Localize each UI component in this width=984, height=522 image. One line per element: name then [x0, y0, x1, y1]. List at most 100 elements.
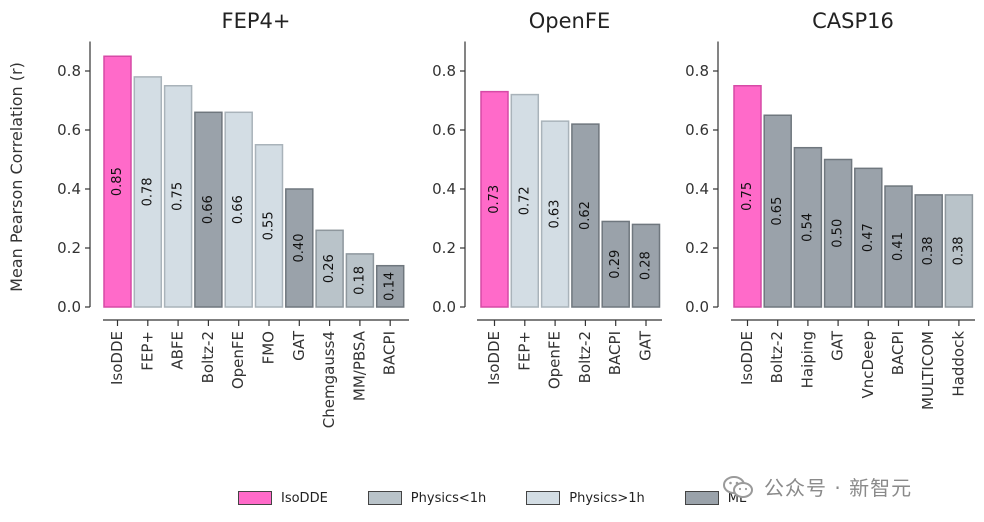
- bar-gat: [285, 188, 314, 308]
- x-tick-label: GAT: [290, 330, 308, 361]
- x-tick-label: IsoDDE: [485, 331, 503, 385]
- data-label: 0.75: [740, 182, 755, 211]
- bar-openfe: [224, 111, 253, 308]
- bar-boltz-2: [763, 114, 792, 308]
- bar-haiping: [793, 146, 823, 308]
- x-tick-label: FMO: [260, 331, 278, 364]
- data-label: 0.78: [140, 177, 155, 206]
- data-label: 0.14: [383, 272, 398, 301]
- x-tick-label: Boltz-2: [576, 331, 594, 383]
- bar-multicom: [914, 194, 943, 308]
- bar-isodde: [103, 55, 132, 308]
- y-tick-label: 0.6: [685, 121, 709, 139]
- watermark-text: 公众号 · 新智元: [764, 476, 913, 500]
- x-tick-label: GAT: [637, 330, 655, 361]
- bar-openfe: [540, 120, 570, 308]
- panel-openfe: OpenFE 0.0 0.2 0.4 0.6 0.8 0.73 IsoDDE 0.72 FEP+ 0…: [432, 9, 662, 389]
- bar-gat: [823, 158, 853, 308]
- data-label: 0.38: [951, 236, 966, 265]
- bar-mm-pbsa: [345, 253, 375, 308]
- y-tick-label: 0.8: [432, 62, 456, 80]
- x-tick-label: Boltz-2: [768, 331, 786, 383]
- data-label: 0.40: [292, 234, 307, 263]
- data-label: 0.28: [639, 251, 654, 280]
- data-label: 0.75: [171, 182, 186, 211]
- y-tick-label: 0.0: [432, 298, 456, 316]
- data-label: 0.47: [861, 223, 876, 252]
- x-tick-label: BACPI: [889, 331, 907, 375]
- panel-title: FEP4+: [222, 9, 291, 33]
- data-label: 0.63: [548, 200, 563, 229]
- y-tick-label: 0.4: [57, 180, 81, 198]
- x-tick-label: Haddock: [949, 331, 967, 397]
- bar-bacpi: [884, 185, 913, 308]
- x-tick-label: MULTICOM: [919, 331, 937, 410]
- data-label: 0.73: [487, 185, 502, 214]
- x-tick-label: IsoDDE: [108, 331, 126, 385]
- bar-chemgauss4: [315, 229, 344, 308]
- data-label: 0.72: [517, 186, 532, 215]
- data-label: 0.38: [921, 236, 936, 265]
- bar-haddock: [944, 194, 974, 308]
- x-tick-label: Haiping: [798, 331, 816, 388]
- legend-label-physics-lt-1h: Physics<1h: [410, 490, 487, 506]
- legend-swatch-physics-gt-1h: [526, 491, 561, 505]
- data-label: 0.55: [262, 211, 277, 240]
- panel-title: OpenFE: [529, 9, 610, 33]
- bar-isodde: [733, 85, 762, 308]
- data-label: 0.54: [800, 213, 815, 242]
- x-tick-label: Boltz-2: [199, 331, 217, 383]
- data-label: 0.26: [322, 254, 337, 283]
- y-tick-label: 0.2: [432, 239, 456, 257]
- wechat-icon: [723, 475, 753, 498]
- panel-casp16: CASP16 0.0 0.2 0.4 0.6 0.8 0.75 IsoDDE 0.65 Boltz…: [685, 9, 975, 410]
- y-tick-label: 0.0: [57, 298, 81, 316]
- legend-item-physics-lt-1h: Physics<1h: [367, 490, 487, 506]
- data-label: 0.65: [770, 197, 785, 226]
- data-label: 0.66: [231, 195, 246, 224]
- x-tick-label: VncDeep: [859, 331, 877, 399]
- y-tick-label: 0.4: [685, 180, 709, 198]
- bar-bacpi: [375, 264, 405, 308]
- bar-abfe: [163, 85, 193, 308]
- legend-swatch-ml: [684, 491, 719, 505]
- legend-label-physics-gt-1h: Physics>1h: [569, 490, 645, 506]
- x-tick-label: OpenFE: [229, 331, 247, 389]
- y-tick-label: 0.6: [57, 121, 81, 139]
- legend-swatch-physics-lt-1h: [367, 491, 402, 505]
- bar-gat: [631, 223, 661, 308]
- watermark: 公众号 · 新智元: [722, 472, 912, 501]
- y-axis-title: Mean Pearson Correlation (r): [7, 62, 26, 292]
- legend: IsoDDE Physics<1h Physics>1h ML: [238, 488, 786, 508]
- x-tick-label: IsoDDE: [738, 331, 756, 385]
- data-label: 0.18: [352, 266, 367, 295]
- y-tick-label: 0.4: [432, 180, 456, 198]
- bar-fep: [133, 76, 163, 308]
- legend-swatch-isodde: [238, 491, 272, 505]
- data-label: 0.41: [891, 232, 906, 261]
- bar-bacpi: [601, 220, 630, 308]
- x-tick-label: BACPI: [381, 331, 399, 375]
- data-label: 0.29: [608, 250, 623, 279]
- panel-fep4: FEP4+ 0.0 0.2 0.4 0.6 0.8 0.85 IsoDDE 0.78 FEP+ 0.…: [57, 9, 409, 428]
- bar-boltz-2: [571, 123, 600, 308]
- x-tick-label: BACPI: [606, 331, 624, 375]
- x-tick-label: OpenFE: [546, 331, 564, 389]
- y-tick-label: 0.0: [685, 298, 709, 316]
- panel-title: CASP16: [812, 9, 894, 33]
- data-label: 0.50: [831, 219, 846, 248]
- y-tick-label: 0.8: [57, 62, 81, 80]
- bar-fmo: [254, 144, 284, 308]
- bar-vncdeep: [854, 167, 883, 308]
- bar-boltz-2: [194, 111, 223, 308]
- x-tick-label: FEP+: [138, 331, 156, 371]
- legend-label-isodde: IsoDDE: [281, 490, 328, 506]
- data-label: 0.85: [110, 167, 125, 196]
- x-tick-label: FEP+: [515, 331, 533, 371]
- y-tick-label: 0.6: [432, 121, 456, 139]
- bar-fep: [510, 93, 540, 308]
- data-label: 0.66: [201, 195, 216, 224]
- x-tick-label: GAT: [829, 330, 847, 361]
- legend-item-physics-gt-1h: Physics>1h: [526, 490, 645, 506]
